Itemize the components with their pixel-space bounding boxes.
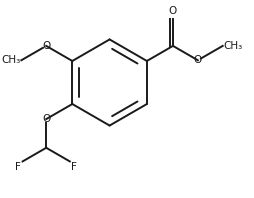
Text: CH₃: CH₃ — [224, 41, 243, 51]
Text: F: F — [71, 162, 77, 172]
Text: O: O — [169, 6, 177, 16]
Text: O: O — [42, 114, 50, 124]
Text: CH₃: CH₃ — [1, 55, 21, 65]
Text: O: O — [194, 55, 202, 65]
Text: F: F — [15, 162, 21, 172]
Text: O: O — [42, 41, 50, 51]
